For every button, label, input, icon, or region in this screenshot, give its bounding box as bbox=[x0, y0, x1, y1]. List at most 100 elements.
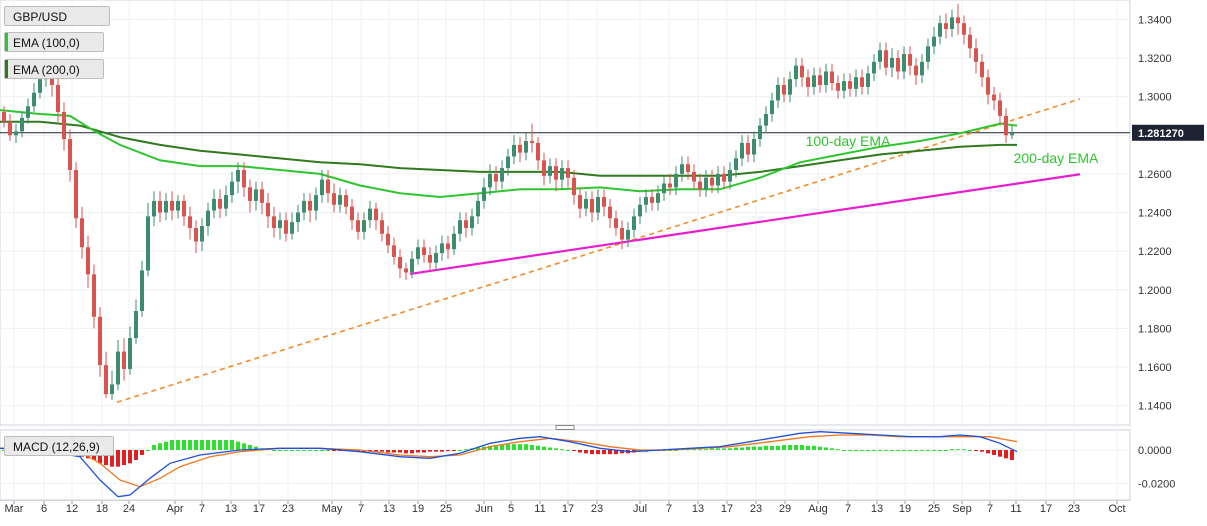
macd-histogram-bar-positive bbox=[764, 445, 768, 450]
candle-body bbox=[74, 170, 78, 219]
candle-bullish bbox=[890, 48, 894, 78]
macd-histogram-bar-positive bbox=[848, 450, 852, 451]
candle-bearish bbox=[578, 187, 582, 219]
candle-body bbox=[992, 94, 996, 101]
candle-bullish bbox=[506, 148, 510, 176]
candle-bearish bbox=[332, 183, 336, 213]
macd-histogram-bar-positive bbox=[146, 450, 150, 451]
macd-histogram-bar-positive bbox=[728, 448, 732, 450]
candle-body bbox=[278, 220, 282, 228]
macd-histogram-bar-positive bbox=[272, 450, 276, 451]
candle-bullish bbox=[338, 187, 342, 213]
candle-body bbox=[386, 233, 390, 246]
candle-body bbox=[548, 166, 552, 176]
candle-bearish bbox=[542, 152, 546, 186]
x-tick-label: 13 bbox=[383, 503, 395, 515]
macd-histogram-bar-positive bbox=[878, 450, 882, 451]
candle-bearish bbox=[836, 75, 840, 99]
candle-body bbox=[902, 54, 906, 72]
candle-bearish bbox=[182, 195, 186, 227]
candle-body bbox=[818, 75, 822, 85]
x-tick-label: 7 bbox=[358, 503, 364, 515]
candle-bullish bbox=[230, 171, 234, 203]
candle-body bbox=[422, 247, 426, 255]
macd-histogram-bar-positive bbox=[890, 450, 894, 451]
candle-body bbox=[536, 142, 540, 161]
macd-histogram-bar-negative bbox=[578, 450, 582, 453]
candle-bearish bbox=[566, 160, 570, 188]
ema200-legend[interactable]: EMA (200,0) bbox=[4, 59, 104, 79]
price-y-tick-label: 1.1600 bbox=[1138, 362, 1172, 374]
candle-body bbox=[956, 17, 960, 24]
candle-body bbox=[788, 79, 792, 95]
candle-bullish bbox=[548, 158, 552, 184]
candle-bearish bbox=[272, 206, 276, 238]
candle-bearish bbox=[980, 54, 984, 87]
macd-legend[interactable]: MACD (12,26,9) bbox=[4, 436, 114, 456]
candle-bearish bbox=[914, 57, 918, 85]
macd-histogram-bar-positive bbox=[800, 445, 804, 450]
candle-bullish bbox=[584, 191, 588, 217]
candle-bearish bbox=[620, 220, 624, 250]
candle-body bbox=[224, 195, 228, 209]
macd-histogram-bar-positive bbox=[776, 445, 780, 450]
price-y-tick-label: 1.2400 bbox=[1138, 208, 1172, 220]
candle-body bbox=[80, 218, 84, 248]
macd-histogram-bar-negative bbox=[428, 450, 432, 452]
candle-bullish bbox=[146, 202, 150, 277]
candle-body bbox=[8, 121, 12, 136]
macd-histogram-bar-negative bbox=[1010, 450, 1014, 460]
candle-bullish bbox=[854, 69, 858, 97]
candle-bearish bbox=[428, 247, 432, 271]
candle-bullish bbox=[176, 195, 180, 219]
macd-histogram-bar-negative bbox=[614, 450, 618, 455]
candle-body bbox=[212, 198, 216, 211]
candle-body bbox=[848, 81, 852, 89]
candle-bearish bbox=[56, 75, 60, 122]
x-tick-label: 17 bbox=[721, 503, 733, 515]
macd-histogram-bar-positive bbox=[248, 445, 252, 450]
candle-bearish bbox=[218, 189, 222, 219]
candle-body bbox=[644, 197, 648, 205]
candle-body bbox=[518, 144, 522, 153]
candle-bearish bbox=[974, 38, 978, 74]
x-tick-label: 11 bbox=[1010, 503, 1021, 515]
candle-bullish bbox=[26, 98, 30, 124]
symbol-legend[interactable]: GBP/USD bbox=[4, 6, 110, 26]
macd-histogram-bar-positive bbox=[806, 445, 810, 450]
candle-bullish bbox=[764, 106, 768, 134]
candle-bullish bbox=[656, 185, 660, 211]
candle-bearish bbox=[284, 212, 288, 242]
macd-histogram-bar-positive bbox=[920, 450, 924, 451]
candle-bearish bbox=[572, 170, 576, 205]
macd-histogram-bar-positive bbox=[944, 450, 948, 451]
candle-body bbox=[248, 187, 252, 201]
ema100-label: EMA (100,0) bbox=[13, 36, 80, 50]
macd-histogram-bar-negative bbox=[1004, 450, 1008, 459]
macd-histogram-bar-negative bbox=[374, 450, 378, 452]
candle-body bbox=[866, 73, 870, 87]
candle-body bbox=[314, 195, 318, 211]
candle-bearish bbox=[260, 181, 264, 215]
candle-body bbox=[980, 61, 984, 78]
candle-body bbox=[1010, 133, 1014, 136]
macd-signal-line bbox=[0, 434, 1018, 488]
candle-body bbox=[722, 173, 726, 182]
candle-body bbox=[806, 77, 810, 87]
candle-bullish bbox=[674, 166, 678, 196]
candle-bearish bbox=[818, 67, 822, 93]
candle-bullish bbox=[362, 212, 366, 240]
candle-body bbox=[446, 243, 450, 250]
macd-histogram-bar-positive bbox=[530, 445, 534, 450]
candle-bearish bbox=[188, 206, 192, 240]
macd-histogram-bar-positive bbox=[698, 449, 702, 451]
macd-histogram-bar-negative bbox=[392, 450, 396, 453]
macd-histogram-bar-positive bbox=[194, 440, 198, 450]
ema100-legend[interactable]: EMA (100,0) bbox=[4, 32, 104, 52]
macd-histogram-bar-positive bbox=[476, 447, 480, 450]
candle-bullish bbox=[224, 185, 228, 217]
candle-bullish bbox=[932, 27, 936, 55]
candle-bearish bbox=[374, 202, 378, 230]
candle-bullish bbox=[410, 251, 414, 279]
